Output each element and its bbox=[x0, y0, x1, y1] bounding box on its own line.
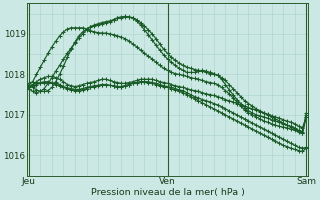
X-axis label: Pression niveau de la mer( hPa ): Pression niveau de la mer( hPa ) bbox=[91, 188, 244, 197]
